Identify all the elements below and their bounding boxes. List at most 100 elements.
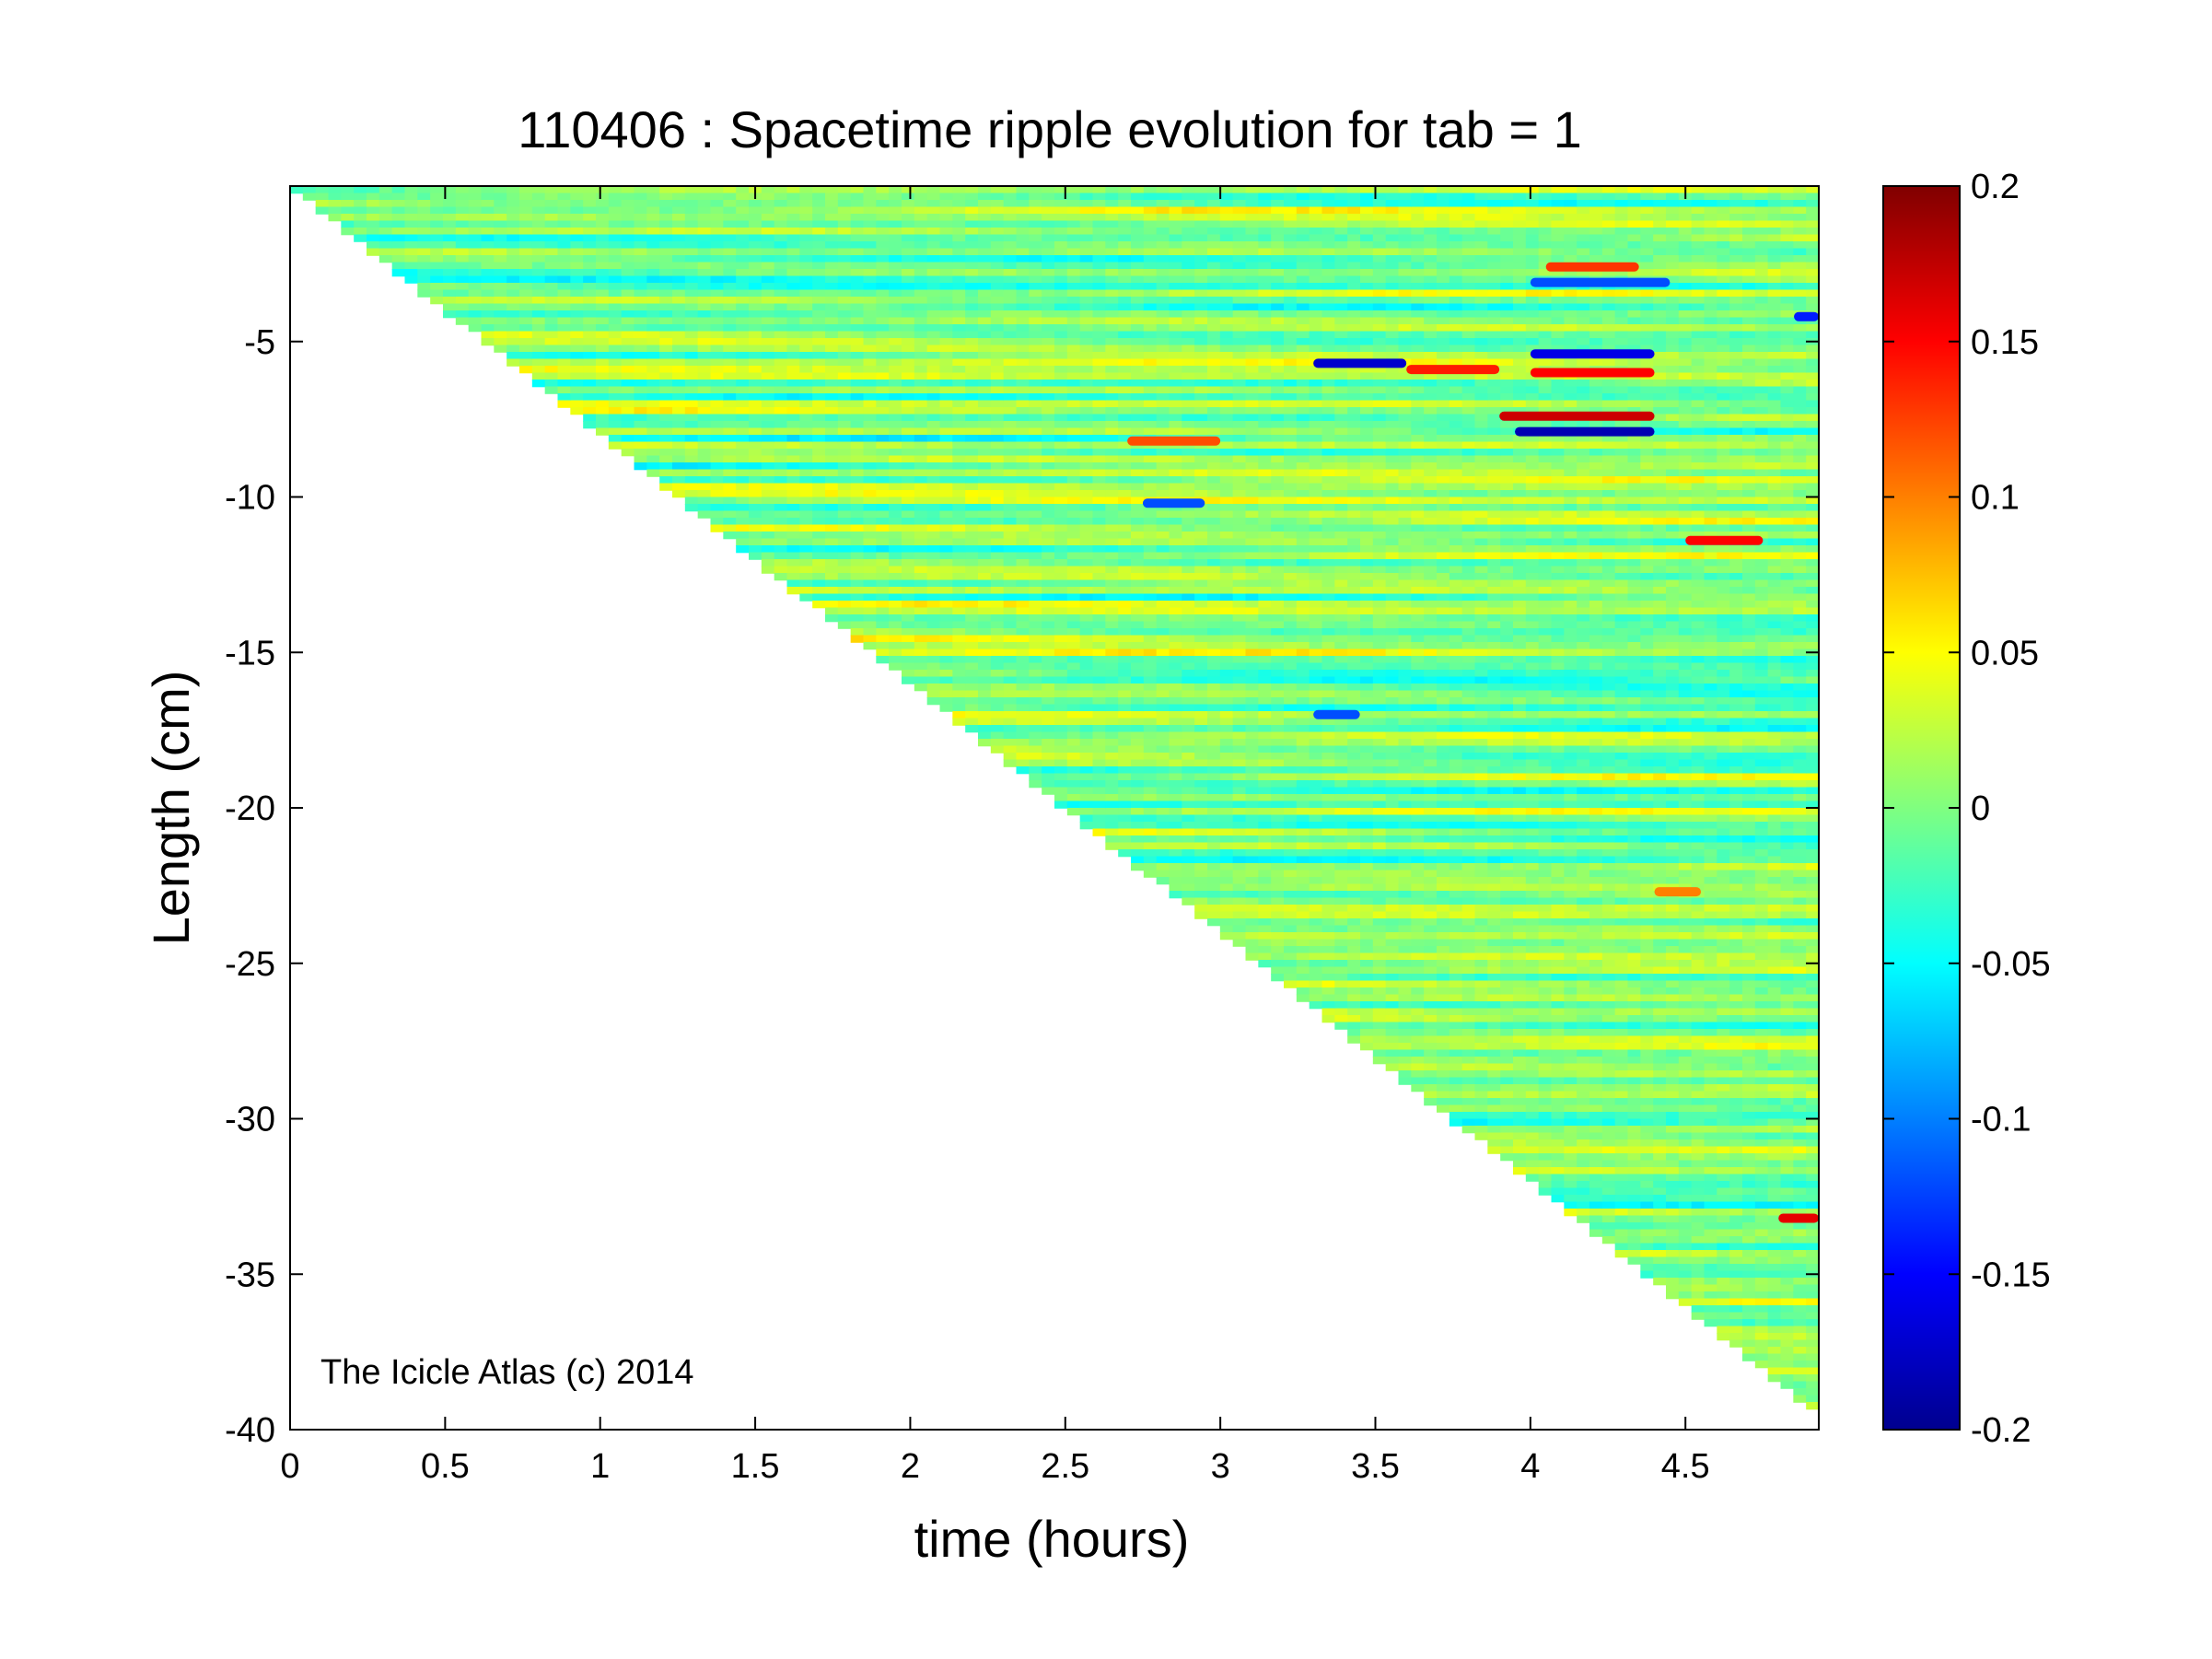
- heatmap-cell: [1296, 262, 1310, 270]
- heatmap-cell: [1271, 863, 1285, 871]
- heatmap-cell: [1092, 670, 1107, 678]
- heatmap-cell: [1156, 469, 1170, 477]
- heatmap-cell: [1092, 822, 1107, 830]
- heatmap-cell: [1105, 670, 1119, 678]
- heatmap-cell: [1105, 345, 1119, 353]
- heatmap-cell: [863, 483, 878, 491]
- heatmap-cell: [531, 338, 546, 346]
- heatmap-cell: [978, 435, 992, 443]
- heatmap-cell: [1003, 400, 1018, 408]
- heatmap-cell: [978, 532, 992, 540]
- heatmap-cell: [1284, 324, 1298, 333]
- heatmap-cell: [1284, 676, 1298, 684]
- heatmap-cell: [1232, 524, 1247, 532]
- heatmap-cell: [761, 206, 775, 215]
- heatmap-cell: [812, 593, 826, 602]
- heatmap-cell: [1182, 455, 1195, 463]
- heatmap-cell: [1105, 407, 1119, 415]
- heatmap-cell: [1232, 427, 1247, 436]
- heatmap-cell: [749, 228, 763, 236]
- heatmap-cell: [812, 532, 826, 540]
- heatmap-cell: [1232, 697, 1247, 706]
- heatmap-cell: [506, 338, 520, 346]
- heatmap-cell: [1105, 352, 1119, 360]
- heatmap-cell: [1079, 648, 1094, 657]
- heatmap-cell: [634, 228, 648, 236]
- heatmap-cell: [1245, 711, 1260, 719]
- heatmap-cell: [850, 352, 865, 360]
- heatmap-cell: [723, 317, 737, 325]
- heatmap-cell: [837, 414, 852, 422]
- heatmap-cell: [1309, 960, 1323, 968]
- heatmap-cell: [1194, 552, 1208, 560]
- heatmap-cell: [1131, 704, 1145, 712]
- heatmap-cell: [1029, 455, 1042, 463]
- heatmap-cell: [1258, 753, 1272, 761]
- heatmap-cell: [1296, 980, 1310, 988]
- heatmap-cell: [914, 497, 928, 505]
- heatmap-cell: [952, 241, 966, 250]
- heatmap-cell: [902, 662, 915, 671]
- heatmap-cell: [1245, 773, 1260, 781]
- heatmap-cell: [761, 545, 775, 554]
- heatmap-cell: [952, 601, 966, 609]
- heatmap-cell: [570, 407, 584, 415]
- heatmap-cell: [876, 297, 890, 305]
- heatmap-cell: [1321, 200, 1336, 208]
- heatmap-cell: [1169, 524, 1183, 532]
- heatmap-cell: [926, 621, 941, 629]
- heatmap-cell: [1245, 676, 1260, 684]
- heatmap-cell: [697, 234, 712, 242]
- heatmap-cell: [659, 393, 673, 402]
- heatmap-cell: [621, 380, 635, 388]
- heatmap-cell: [1207, 338, 1221, 346]
- heatmap-cell: [1194, 676, 1208, 684]
- heatmap-cell: [544, 345, 559, 353]
- heatmap-cell: [570, 186, 584, 194]
- heatmap-cell: [990, 234, 1005, 242]
- heatmap-cell: [965, 545, 979, 554]
- heatmap-cell: [1207, 366, 1221, 374]
- heatmap-cell: [1207, 773, 1221, 781]
- heatmap-cell: [1143, 427, 1158, 436]
- heatmap-cell: [1296, 656, 1310, 664]
- heatmap-cell: [1029, 579, 1042, 588]
- heatmap-cell: [1219, 635, 1234, 643]
- heatmap-cell: [1143, 621, 1158, 629]
- heatmap-cell: [1169, 455, 1183, 463]
- heatmap-cell: [391, 248, 406, 256]
- heatmap-cell: [646, 352, 660, 360]
- heatmap-cell: [914, 352, 928, 360]
- heatmap-cell: [902, 345, 915, 353]
- heatmap-cell: [1245, 200, 1260, 208]
- heatmap-cell: [978, 704, 992, 712]
- heatmap-cell: [1016, 297, 1030, 305]
- heatmap-cell: [1194, 905, 1208, 913]
- heatmap-cell: [1284, 787, 1298, 795]
- heatmap-cell: [926, 372, 941, 380]
- heatmap-cell: [506, 241, 520, 250]
- heatmap-cell: [1207, 662, 1221, 671]
- heatmap-cell: [736, 241, 750, 250]
- heatmap-cell: [1169, 607, 1183, 615]
- heatmap-cell: [1194, 863, 1208, 871]
- heatmap-cell: [1219, 345, 1234, 353]
- heatmap-cell: [621, 303, 635, 311]
- heatmap-cell: [850, 518, 865, 526]
- heatmap-cell: [1284, 905, 1298, 913]
- heatmap-cell: [1029, 593, 1042, 602]
- heatmap-cell: [1066, 628, 1081, 637]
- heatmap-cell: [684, 455, 699, 463]
- heatmap-cell: [926, 303, 941, 311]
- heatmap-cell: [684, 331, 699, 339]
- heatmap-cell: [1258, 538, 1272, 546]
- heatmap-cell: [1296, 739, 1310, 747]
- heatmap-cell: [710, 400, 725, 408]
- heatmap-cell: [1156, 842, 1170, 850]
- heatmap-cell: [978, 297, 992, 305]
- heatmap-cell: [1207, 566, 1221, 574]
- heatmap-cell: [825, 497, 839, 505]
- heatmap-cell: [494, 289, 507, 298]
- heatmap-cell: [1079, 241, 1094, 250]
- heatmap-cell: [902, 483, 915, 491]
